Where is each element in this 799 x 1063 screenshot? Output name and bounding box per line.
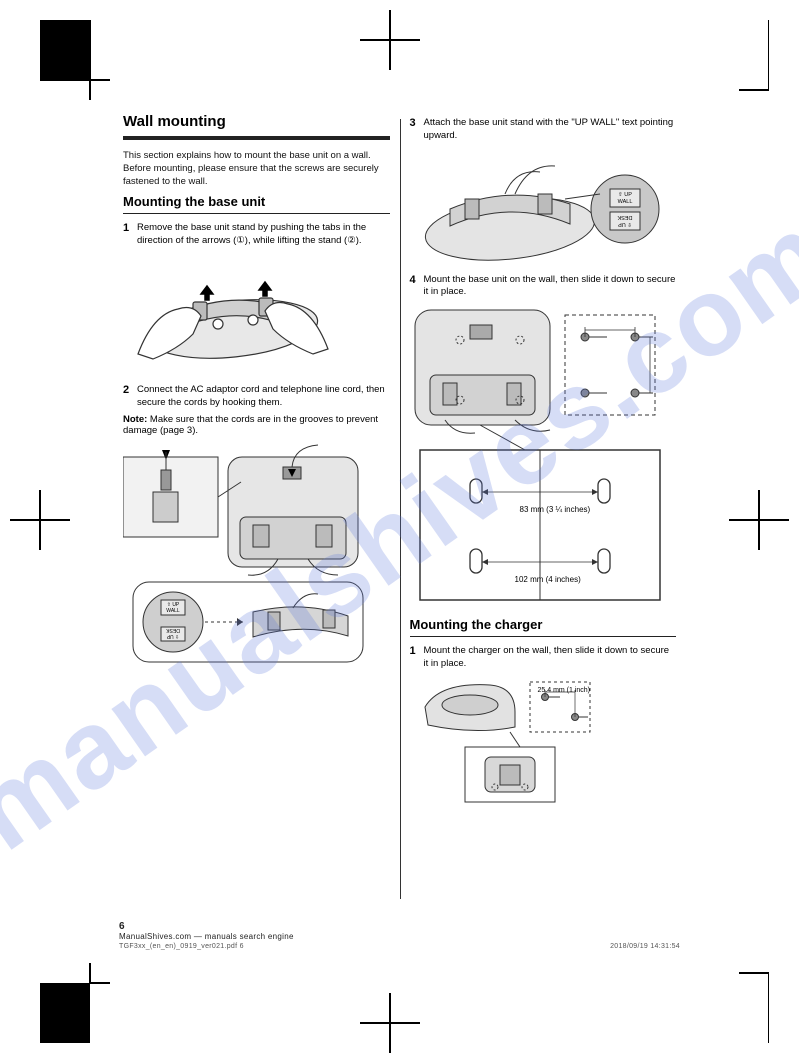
step-text: Mount the charger on the wall, then slid… [424, 645, 677, 671]
step-num: 4 [410, 274, 424, 300]
svg-text:DESK: DESK [617, 214, 632, 220]
illustration-remove-stand [123, 254, 390, 374]
step-3: 3 Attach the base unit stand with the "U… [410, 117, 677, 143]
crop-mark-tl [40, 20, 110, 100]
page-content: Wall mounting This section explains how … [113, 113, 686, 950]
left-column: Wall mounting This section explains how … [113, 113, 400, 903]
step-num: 2 [123, 384, 137, 410]
svg-text:DESK: DESK [166, 627, 180, 633]
illustration-connect-cords: ⇧ UP WALL ⇧ UP DESK [123, 442, 390, 672]
note-label: Note: [123, 414, 147, 425]
charger-step-1: 1 Mount the charger on the wall, then sl… [410, 645, 677, 671]
page-footer: 6 ManualShives.com — manuals search engi… [113, 921, 686, 950]
step-num: 3 [410, 117, 424, 143]
crop-mark-br [739, 963, 769, 1043]
charger-heading: Mounting the charger [410, 617, 677, 637]
svg-text:⇧ UP: ⇧ UP [617, 221, 631, 228]
svg-text:⇧ UP: ⇧ UP [618, 191, 632, 198]
section-heading: Mounting the base unit [123, 194, 390, 214]
footer-doc-id: TGF3xx_(en_en)_0919_ver021.pdf 6 [119, 943, 294, 950]
crop-mark-bl [40, 963, 110, 1043]
template-dim-top: 83 mm (3 ¼ inches) [520, 505, 591, 514]
crop-mark-mr [729, 490, 789, 550]
svg-text:WALL: WALL [166, 608, 180, 614]
svg-text:WALL: WALL [617, 199, 632, 205]
step-num: 1 [123, 222, 137, 248]
illustration-charger-mount [410, 677, 677, 807]
charger-dim: 25.4 mm (1 inch) [538, 687, 591, 694]
crop-mark-tr [739, 20, 769, 100]
step-4: 4 Mount the base unit on the wall, then … [410, 274, 677, 300]
step2-note: Note: Make sure that the cords are in th… [123, 414, 390, 436]
crop-mark-tc [360, 10, 420, 70]
crop-mark-ml [10, 490, 70, 550]
step-1: 1 Remove the base unit stand by pushing … [123, 222, 390, 248]
template-dim-bottom: 102 mm (4 inches) [515, 575, 581, 584]
footer-timestamp: 2018/09/19 14:31:54 [610, 943, 680, 950]
step-text: Remove the base unit stand by pushing th… [137, 222, 390, 248]
illustration-attach-stand: ⇧ UP WALL ⇧ UP DESK [410, 149, 677, 264]
note-text: Make sure that the cords are in the groo… [123, 414, 378, 436]
page-title: Wall mounting [123, 113, 390, 140]
intro-text: This section explains how to mount the b… [123, 150, 390, 188]
footer-url: ManualShives.com — manuals search engine [119, 932, 294, 941]
right-column: 3 Attach the base unit stand with the "U… [400, 113, 687, 903]
step-text: Attach the base unit stand with the "UP … [424, 117, 677, 143]
step-num: 1 [410, 645, 424, 671]
step-2: 2 Connect the AC adaptor cord and teleph… [123, 384, 390, 410]
page-number: 6 [119, 921, 294, 932]
crop-mark-bc [360, 993, 420, 1053]
step-text: Connect the AC adaptor cord and telephon… [137, 384, 390, 410]
illustration-wall-mount [410, 305, 677, 605]
step-text: Mount the base unit on the wall, then sl… [424, 274, 677, 300]
